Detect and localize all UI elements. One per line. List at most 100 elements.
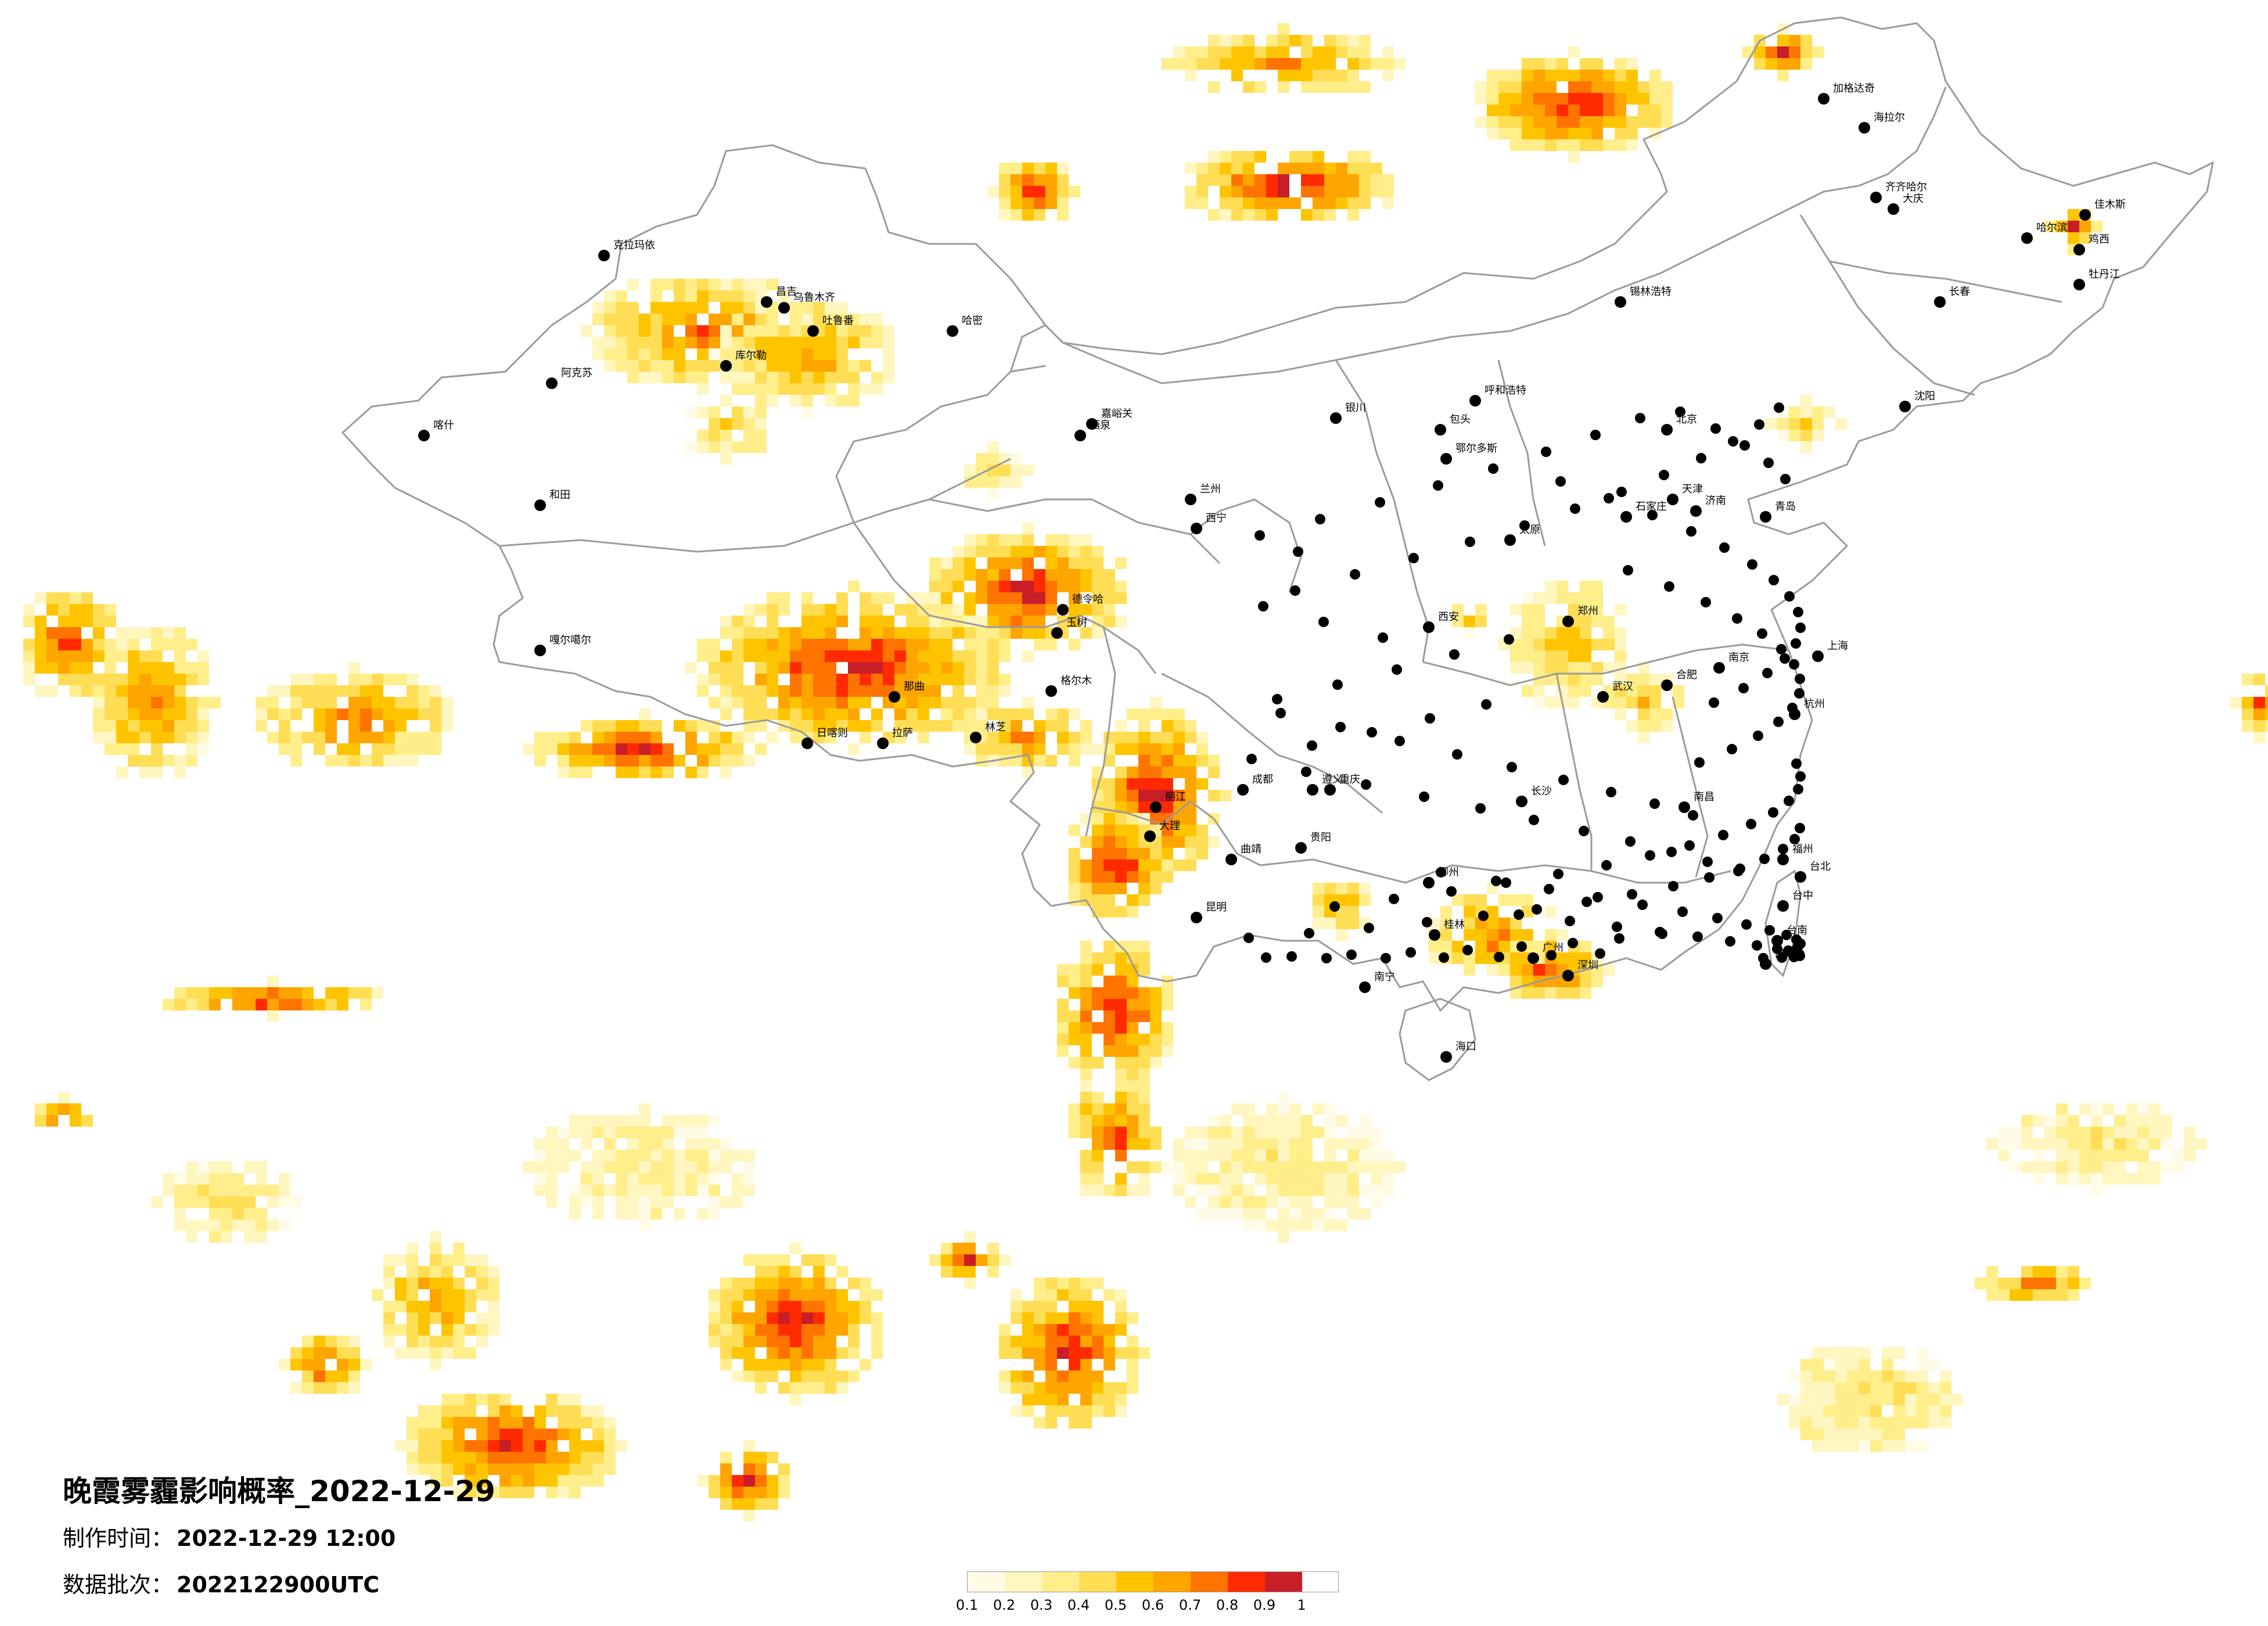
haze-cell <box>1069 1022 1080 1034</box>
haze-cell <box>441 1463 453 1475</box>
haze-cell <box>1580 952 1591 964</box>
haze-cell <box>1522 662 1533 674</box>
haze-cell <box>546 743 558 755</box>
haze-cell <box>790 325 801 337</box>
haze-cell <box>1104 1022 1115 1034</box>
legend-tick: 0.8 <box>1216 1597 1239 1613</box>
haze-cell <box>1928 1417 1940 1429</box>
haze-cell <box>407 1417 418 1429</box>
haze-cell <box>1185 790 1196 801</box>
haze-cell <box>1173 1161 1185 1173</box>
haze-cell <box>755 372 767 383</box>
haze-cell <box>720 755 732 767</box>
haze-cell <box>2114 1173 2126 1185</box>
haze-cell <box>732 674 743 685</box>
station-dot <box>1781 930 1792 940</box>
haze-cell <box>1150 1161 1162 1173</box>
haze-cell <box>999 732 1011 743</box>
city-label: 曲靖 <box>1241 843 1261 855</box>
legend-swatch <box>1153 1572 1191 1592</box>
haze-cell <box>1104 1289 1115 1301</box>
city-label: 福州 <box>1792 843 1813 855</box>
city-dot <box>1562 616 1574 627</box>
haze-cell <box>418 1452 430 1463</box>
haze-cell <box>534 1138 546 1150</box>
haze-cell <box>1615 650 1626 662</box>
haze-cell <box>2091 1138 2102 1150</box>
haze-cell <box>860 1278 871 1289</box>
haze-cell <box>1127 1022 1138 1034</box>
haze-cell <box>1022 534 1034 546</box>
haze-cell <box>1173 720 1185 732</box>
haze-cell <box>221 1208 232 1220</box>
station-dot <box>1601 860 1612 870</box>
station-dot <box>1666 847 1677 857</box>
city-dot <box>1597 691 1609 703</box>
haze-cell <box>23 604 35 616</box>
haze-cell <box>1127 941 1138 952</box>
haze-cell <box>2242 697 2253 708</box>
haze-cell <box>825 685 836 697</box>
city-label: 西安 <box>1438 611 1459 623</box>
haze-cell <box>755 1254 767 1266</box>
data-batch-label: 数据批次： <box>63 1572 174 1598</box>
haze-cell <box>1266 1220 1278 1231</box>
haze-cell <box>1347 151 1359 163</box>
haze-cell <box>755 743 767 755</box>
haze-cell <box>1475 929 1487 941</box>
haze-cell <box>1011 174 1022 186</box>
haze-cell <box>58 650 70 662</box>
haze-cell <box>302 1359 314 1370</box>
haze-cell <box>1243 186 1255 197</box>
haze-cell <box>1115 743 1127 755</box>
haze-cell <box>929 604 941 616</box>
haze-cell <box>825 1289 836 1301</box>
hainan-outline <box>1399 998 1476 1081</box>
haze-cell <box>1069 976 1080 987</box>
haze-cell <box>1533 964 1545 976</box>
haze-cell <box>1347 58 1359 70</box>
haze-cell <box>1092 1370 1104 1382</box>
haze-cell <box>1835 1405 1847 1417</box>
haze-cell <box>1138 732 1150 743</box>
haze-cell <box>604 1185 616 1196</box>
haze-cell <box>151 627 163 639</box>
station-dot <box>1637 900 1648 910</box>
legend-tick: 0.2 <box>993 1597 1016 1613</box>
haze-cell <box>732 1312 743 1324</box>
haze-cell <box>1092 1301 1104 1312</box>
haze-cell <box>186 662 197 674</box>
haze-cell <box>743 1510 755 1521</box>
haze-cell <box>767 1254 778 1266</box>
haze-cell <box>987 1254 999 1266</box>
haze-cell <box>558 1161 569 1173</box>
haze-cell <box>1127 894 1138 906</box>
haze-cell <box>767 360 778 372</box>
haze-cell <box>836 1347 848 1359</box>
haze-cell <box>685 337 697 348</box>
haze-cell <box>767 592 778 604</box>
haze-cell <box>558 1127 569 1138</box>
haze-cell <box>953 685 964 697</box>
haze-cell <box>511 1452 523 1463</box>
haze-cell <box>1080 871 1092 883</box>
haze-cell <box>1986 1266 1998 1278</box>
haze-cell <box>1301 35 1313 46</box>
haze-cell <box>1289 1161 1301 1173</box>
haze-cell <box>1185 859 1196 871</box>
haze-cell <box>1278 1138 1289 1150</box>
haze-cell <box>1452 604 1464 616</box>
haze-cell <box>720 1452 732 1463</box>
haze-cell <box>1069 1324 1080 1336</box>
haze-cell <box>1545 627 1557 639</box>
haze-cell <box>836 674 848 685</box>
haze-cell <box>1069 1010 1080 1022</box>
haze-cell <box>697 383 709 395</box>
haze-cell <box>1127 1034 1138 1045</box>
haze-cell <box>2126 1127 2137 1138</box>
haze-cell <box>581 1452 592 1463</box>
haze-cell <box>418 1324 430 1336</box>
haze-cell <box>697 360 709 372</box>
haze-cell <box>186 697 197 708</box>
haze-cell <box>488 1417 499 1429</box>
